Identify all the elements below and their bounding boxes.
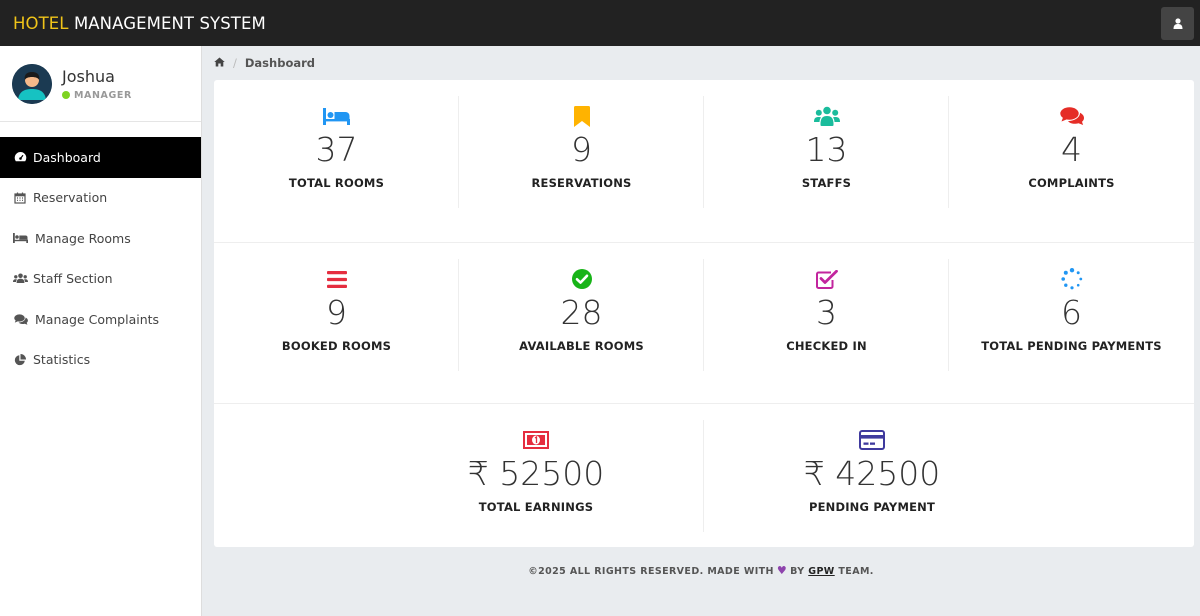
sidebar-item-label: Reservation bbox=[33, 190, 108, 206]
sidebar-item-label: Statistics bbox=[33, 352, 91, 368]
sidebar-item-reservation[interactable]: Reservation bbox=[0, 178, 201, 219]
user-menu-button[interactable] bbox=[1161, 6, 1194, 40]
stat-available-rooms: 28 AVAILABLE ROOMS bbox=[459, 259, 704, 371]
users-icon bbox=[12, 273, 28, 284]
sidebar-item-manage-complaints[interactable]: Manage Complaints bbox=[0, 299, 201, 340]
user-role: MANAGER bbox=[62, 90, 132, 101]
breadcrumb: / Dashboard bbox=[214, 55, 315, 71]
stat-label: CHECKED IN bbox=[786, 339, 867, 353]
credit-card-icon bbox=[704, 428, 1040, 452]
stat-label: TOTAL PENDING PAYMENTS bbox=[981, 339, 1162, 353]
sidebar-item-label: Dashboard bbox=[33, 149, 101, 165]
stat-total-rooms: 37 TOTAL ROOMS bbox=[214, 96, 459, 208]
user-profile: Joshua MANAGER bbox=[0, 46, 201, 122]
home-icon[interactable] bbox=[214, 56, 225, 70]
sidebar: Joshua MANAGER Dashboard Reservation Man… bbox=[0, 46, 202, 616]
brand-prefix: HOTEL bbox=[13, 13, 69, 33]
brand-rest: MANAGEMENT SYSTEM bbox=[68, 13, 266, 33]
stat-total-earnings: ₹ 52500 TOTAL EARNINGS bbox=[368, 420, 704, 532]
sidebar-item-manage-rooms[interactable]: Manage Rooms bbox=[0, 218, 201, 259]
users-icon bbox=[704, 104, 949, 128]
stat-value: 9 bbox=[326, 293, 347, 332]
breadcrumb-separator: / bbox=[233, 56, 237, 70]
stat-reservations: 9 RESERVATIONS bbox=[459, 96, 704, 208]
stat-value: 9 bbox=[571, 130, 592, 169]
bookmark-icon bbox=[459, 104, 704, 128]
sidebar-item-dashboard[interactable]: Dashboard bbox=[0, 137, 201, 178]
bed-icon bbox=[12, 233, 29, 244]
stat-pending-payment: ₹ 42500 PENDING PAYMENT bbox=[704, 420, 1040, 532]
stat-checked-in: 3 CHECKED IN bbox=[704, 259, 949, 371]
stat-label: COMPLAINTS bbox=[1028, 176, 1115, 190]
stat-complaints: 4 COMPLAINTS bbox=[949, 96, 1194, 208]
stat-total-pending-payments: 6 TOTAL PENDING PAYMENTS bbox=[949, 259, 1194, 371]
user-icon bbox=[1173, 17, 1182, 29]
online-status-dot bbox=[62, 91, 70, 99]
role-label: MANAGER bbox=[74, 89, 132, 101]
stat-label: AVAILABLE ROOMS bbox=[519, 339, 644, 353]
comments-icon bbox=[949, 104, 1194, 128]
stat-value: 4 bbox=[1061, 130, 1082, 169]
avatar-image bbox=[12, 63, 52, 104]
bars-icon bbox=[214, 267, 459, 291]
calendar-icon bbox=[12, 192, 28, 204]
stat-label: RESERVATIONS bbox=[531, 176, 632, 190]
stat-value: ₹ 52500 bbox=[467, 454, 605, 493]
footer-by: BY bbox=[790, 566, 805, 577]
stat-value: ₹ 42500 bbox=[803, 454, 941, 493]
stat-value: 6 bbox=[1061, 293, 1082, 332]
stats-row: ₹ 52500 TOTAL EARNINGS ₹ 42500 PENDING P… bbox=[214, 403, 1194, 565]
footer: ©2025 ALL RIGHTS RESERVED. MADE WITH ♥ BY … bbox=[202, 564, 1200, 577]
check-circle-icon bbox=[459, 267, 704, 291]
sidebar-item-label: Manage Rooms bbox=[35, 230, 131, 246]
money-icon bbox=[368, 428, 704, 452]
stat-value: 13 bbox=[805, 130, 848, 169]
user-name: Joshua bbox=[62, 66, 115, 86]
stat-label: BOOKED ROOMS bbox=[281, 339, 392, 353]
stat-label: TOTAL ROOMS bbox=[288, 176, 385, 190]
pie-chart-icon bbox=[12, 353, 28, 366]
footer-copyright: ©2025 ALL RIGHTS RESERVED. MADE WITH bbox=[528, 566, 774, 577]
sidebar-item-statistics[interactable]: Statistics bbox=[0, 340, 201, 381]
breadcrumb-current: Dashboard bbox=[244, 56, 316, 70]
sidebar-item-label: Manage Complaints bbox=[35, 311, 160, 327]
dashboard-card: 37 TOTAL ROOMS 9 RESERVATIONS 13 STAFFS … bbox=[214, 80, 1194, 547]
top-navbar: HOTEL MANAGEMENT SYSTEM bbox=[0, 0, 1200, 46]
sidebar-menu: Dashboard Reservation Manage Rooms Staff… bbox=[0, 137, 201, 380]
stat-label: PENDING PAYMENT bbox=[808, 500, 936, 514]
sidebar-item-staff-section[interactable]: Staff Section bbox=[0, 259, 201, 300]
stats-row: 37 TOTAL ROOMS 9 RESERVATIONS 13 STAFFS … bbox=[214, 80, 1194, 242]
sidebar-item-label: Staff Section bbox=[33, 271, 113, 287]
avatar bbox=[12, 63, 52, 104]
stat-value: 28 bbox=[560, 293, 603, 332]
spinner-icon bbox=[949, 267, 1194, 291]
stats-row: 9 BOOKED ROOMS 28 AVAILABLE ROOMS 3 CHEC… bbox=[214, 242, 1194, 404]
stat-label: TOTAL EARNINGS bbox=[478, 500, 594, 514]
check-square-icon bbox=[704, 267, 949, 291]
footer-suffix: TEAM. bbox=[838, 566, 874, 577]
stat-value: 3 bbox=[816, 293, 837, 332]
comments-icon bbox=[12, 314, 29, 325]
dashboard-icon bbox=[12, 151, 28, 163]
bed-icon bbox=[214, 104, 459, 128]
stat-staffs: 13 STAFFS bbox=[704, 96, 949, 208]
stat-value: 37 bbox=[315, 130, 358, 169]
heart-icon: ♥ bbox=[776, 564, 788, 577]
stat-label: STAFFS bbox=[801, 176, 852, 190]
stat-booked-rooms: 9 BOOKED ROOMS bbox=[214, 259, 459, 371]
footer-team-link[interactable]: GPW bbox=[808, 566, 835, 577]
app-title[interactable]: HOTEL MANAGEMENT SYSTEM bbox=[13, 14, 266, 33]
